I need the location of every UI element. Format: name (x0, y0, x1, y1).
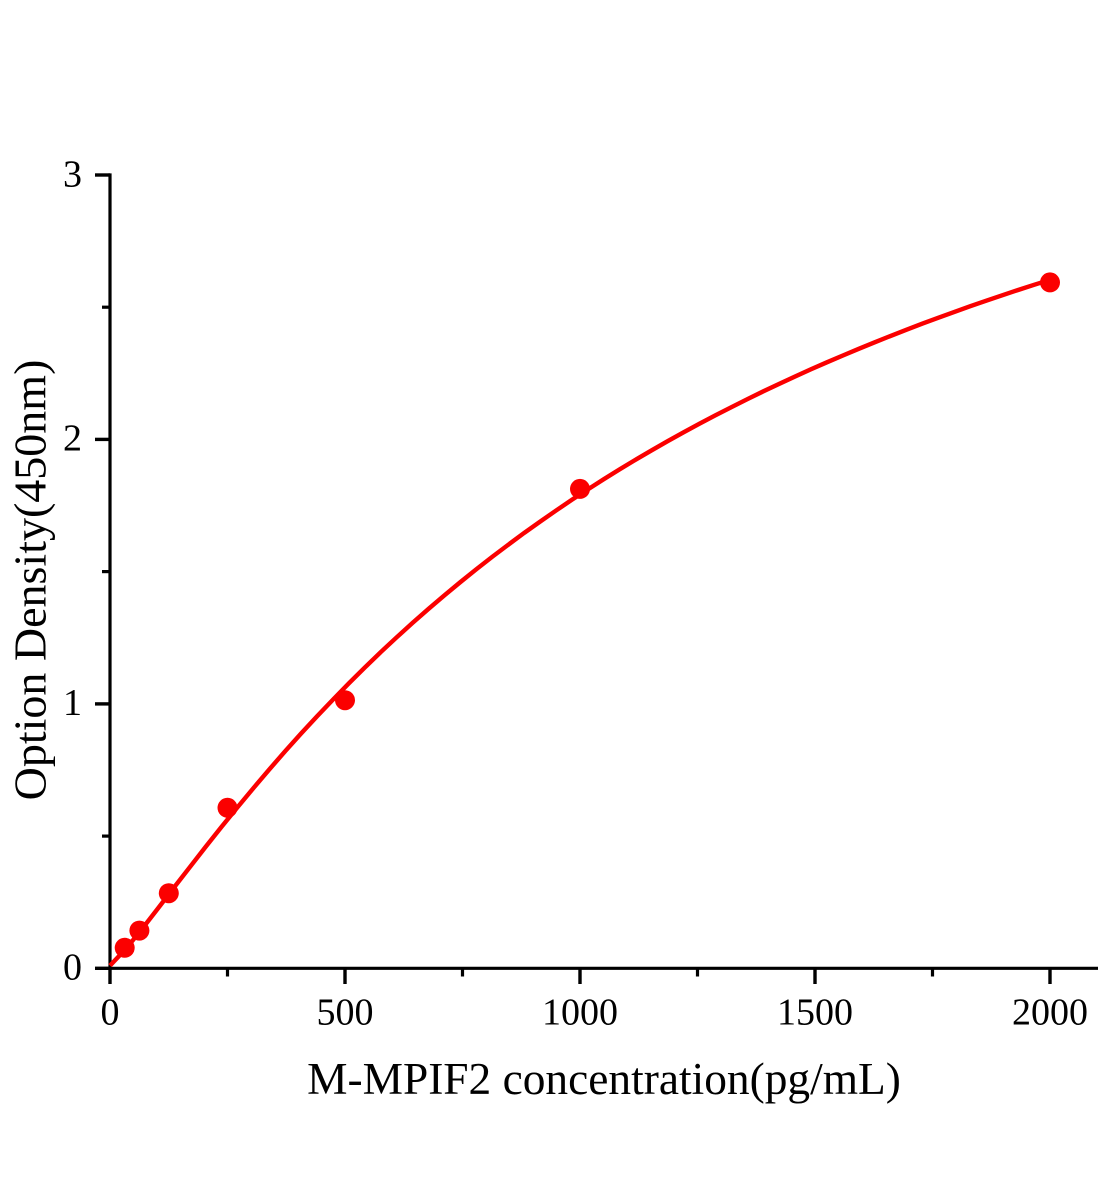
svg-text:2: 2 (63, 418, 82, 460)
svg-text:3: 3 (63, 153, 82, 195)
svg-text:2000: 2000 (1012, 991, 1088, 1033)
svg-text:0: 0 (63, 947, 82, 989)
svg-text:1000: 1000 (542, 991, 618, 1033)
svg-text:0: 0 (101, 991, 120, 1033)
svg-text:M-MPIF2 concentration(pg/mL): M-MPIF2 concentration(pg/mL) (307, 1054, 901, 1104)
svg-text:1500: 1500 (777, 991, 853, 1033)
svg-text:500: 500 (317, 991, 374, 1033)
svg-text:Option Density(450nm): Option Density(450nm) (5, 360, 56, 801)
svg-text:1: 1 (63, 682, 82, 724)
